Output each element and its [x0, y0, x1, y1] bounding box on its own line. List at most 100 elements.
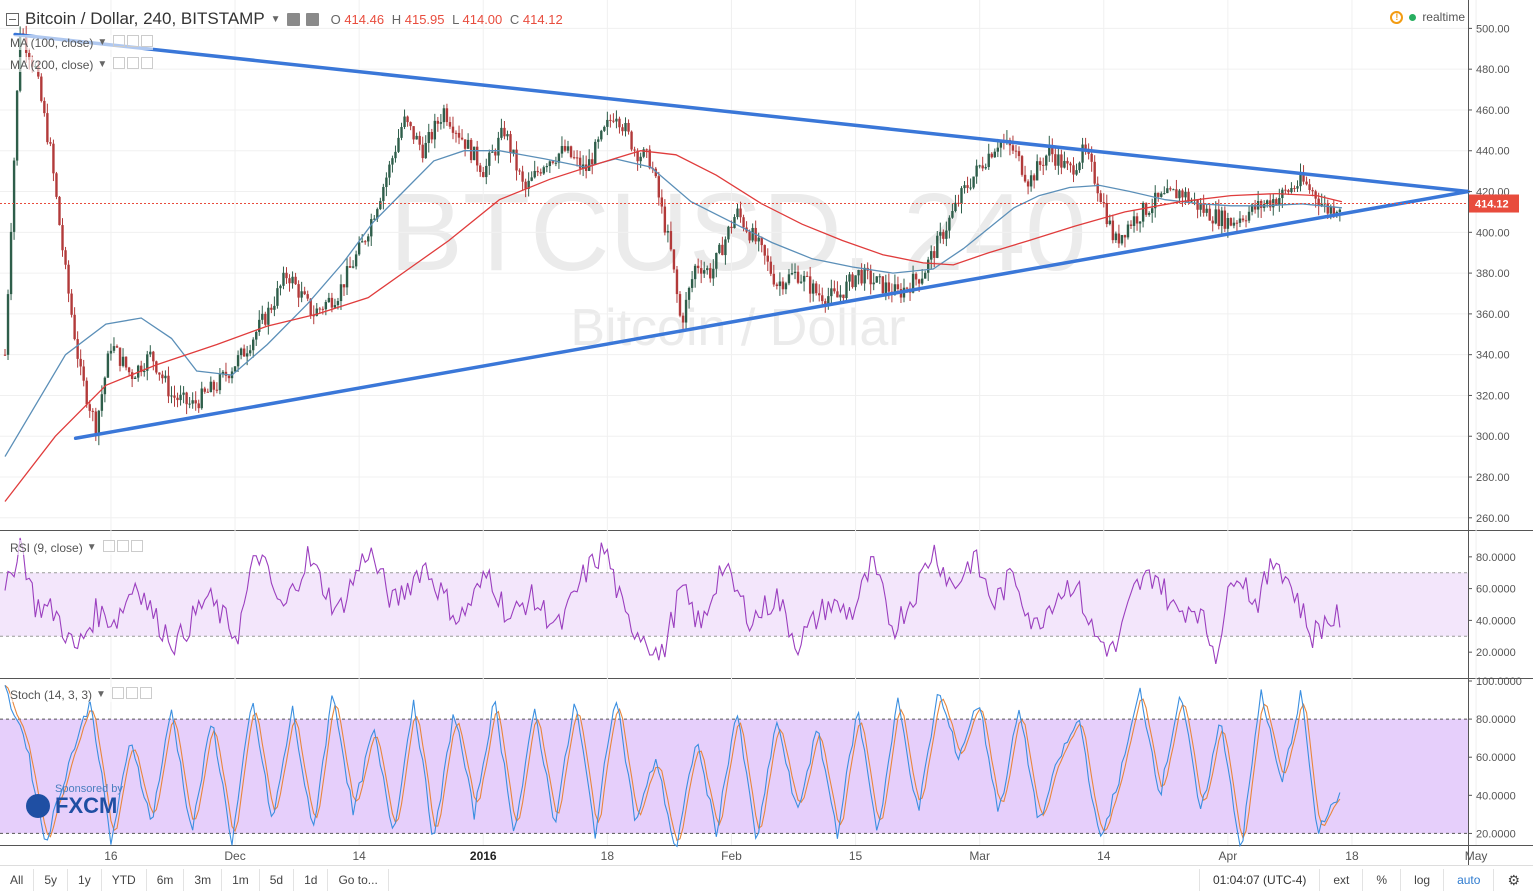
trendline-lower	[73, 189, 1470, 441]
candle-body	[1017, 151, 1021, 157]
indicator-ma200[interactable]: MA (200, close) ▼	[10, 57, 154, 72]
eye-icon[interactable]	[113, 35, 126, 47]
candle-body	[454, 132, 458, 134]
x-tick-label: Feb	[721, 849, 742, 863]
candle-body	[802, 275, 806, 282]
candle-body	[1029, 175, 1033, 187]
eye-icon[interactable]	[113, 57, 126, 69]
sponsor-logo: Sponsored by FXCM	[26, 783, 123, 818]
collapse-icon[interactable]	[6, 12, 19, 26]
candle-body	[654, 168, 657, 177]
candle-body	[1023, 174, 1027, 182]
percent-toggle[interactable]: %	[1362, 868, 1400, 891]
indicator-stoch-label: Stoch (14, 3, 3)	[10, 687, 93, 702]
settings-icon[interactable]	[116, 540, 129, 552]
candle-body	[923, 272, 927, 279]
close-icon[interactable]	[139, 687, 152, 699]
candle-body	[379, 201, 382, 210]
ext-toggle[interactable]: ext	[1319, 868, 1362, 891]
candle-body	[194, 400, 197, 404]
chevron-down-icon[interactable]: ▼	[270, 13, 281, 25]
eye-icon[interactable]	[286, 12, 300, 26]
range-ytd[interactable]: YTD	[102, 868, 147, 891]
eye-icon[interactable]	[102, 540, 115, 552]
candle-body	[1229, 218, 1233, 226]
symbol-title[interactable]: Bitcoin / Dollar, 240, BITSTAMP	[25, 9, 265, 28]
trendline-upper	[13, 32, 1470, 194]
candle-body	[1035, 161, 1039, 181]
auto-toggle[interactable]: auto	[1443, 868, 1493, 891]
candle-body	[403, 116, 406, 128]
candle-body	[294, 276, 297, 285]
candle-body	[130, 372, 134, 379]
chevron-down-icon[interactable]: ▼	[86, 542, 97, 553]
candle-body	[206, 391, 210, 393]
candle-body	[306, 294, 309, 299]
candle-body	[672, 249, 676, 270]
gear-icon[interactable]: ⚙	[1493, 868, 1533, 891]
settings-icon[interactable]	[127, 57, 140, 69]
candle-body	[1293, 188, 1296, 190]
range-5d[interactable]: 5d	[260, 868, 295, 891]
eye-icon[interactable]	[111, 687, 124, 699]
candle-body	[52, 143, 55, 174]
range-1d[interactable]: 1d	[294, 868, 329, 891]
candle-body	[678, 294, 682, 316]
warning-icon[interactable]: !	[1390, 10, 1404, 24]
candle-body	[155, 361, 158, 373]
candle-body	[1038, 161, 1042, 165]
candle-body	[376, 209, 379, 219]
settings-icon[interactable]	[305, 12, 319, 26]
candle-body	[73, 314, 76, 340]
candle-body	[394, 151, 397, 159]
range-6m[interactable]: 6m	[147, 868, 185, 891]
candle-body	[1320, 203, 1323, 206]
candle-body	[793, 271, 797, 274]
indicator-ma100[interactable]: MA (100, close) ▼	[10, 35, 154, 50]
candle-body	[945, 230, 948, 239]
range-1m[interactable]: 1m	[222, 868, 260, 891]
candle-body	[179, 394, 182, 401]
candle-body	[1032, 175, 1036, 181]
close-icon[interactable]	[130, 540, 143, 552]
indicator-rsi[interactable]: RSI (9, close) ▼	[10, 540, 143, 555]
range-all[interactable]: All	[0, 868, 35, 891]
candle-body	[1290, 188, 1293, 193]
candle-body	[360, 241, 364, 243]
chevron-down-icon[interactable]: ▼	[97, 59, 108, 70]
range-5y[interactable]: 5y	[34, 868, 69, 891]
close-icon[interactable]	[141, 57, 154, 69]
chevron-down-icon[interactable]: ▼	[97, 37, 108, 48]
candle-body	[893, 284, 897, 295]
log-toggle[interactable]: log	[1400, 868, 1443, 891]
candle-body	[645, 149, 648, 151]
settings-icon[interactable]	[127, 35, 140, 47]
clock-display[interactable]: 01:04:07 (UTC-4)	[1199, 868, 1319, 891]
candle-body	[905, 287, 909, 289]
stoch-tick-label: 60.0000	[1476, 752, 1516, 764]
goto-date-button[interactable]: Go to...	[328, 868, 389, 891]
candle-body	[500, 127, 503, 138]
range-1y[interactable]: 1y	[68, 868, 102, 891]
candle-body	[1123, 235, 1127, 238]
candle-body	[515, 149, 518, 171]
candle-body	[273, 305, 276, 310]
candle-body	[158, 372, 161, 375]
candle-body	[881, 276, 884, 294]
y-tick-label: 340.00	[1476, 350, 1510, 362]
close-icon[interactable]	[141, 35, 154, 47]
settings-icon[interactable]	[125, 687, 138, 699]
candle-body	[951, 211, 954, 218]
candle-body	[252, 339, 255, 351]
chevron-down-icon[interactable]: ▼	[96, 689, 106, 700]
candle-body	[1166, 188, 1169, 194]
low-value: 414.00	[462, 11, 503, 27]
candle-body	[67, 264, 70, 294]
candle-body	[40, 76, 43, 101]
indicator-stoch[interactable]: Stoch (14, 3, 3) ▼	[10, 687, 152, 702]
range-3m[interactable]: 3m	[184, 868, 223, 891]
candle-body	[790, 273, 794, 275]
y-tick-label: 380.00	[1476, 268, 1510, 280]
candle-body	[821, 295, 824, 302]
candle-body	[1026, 181, 1030, 187]
